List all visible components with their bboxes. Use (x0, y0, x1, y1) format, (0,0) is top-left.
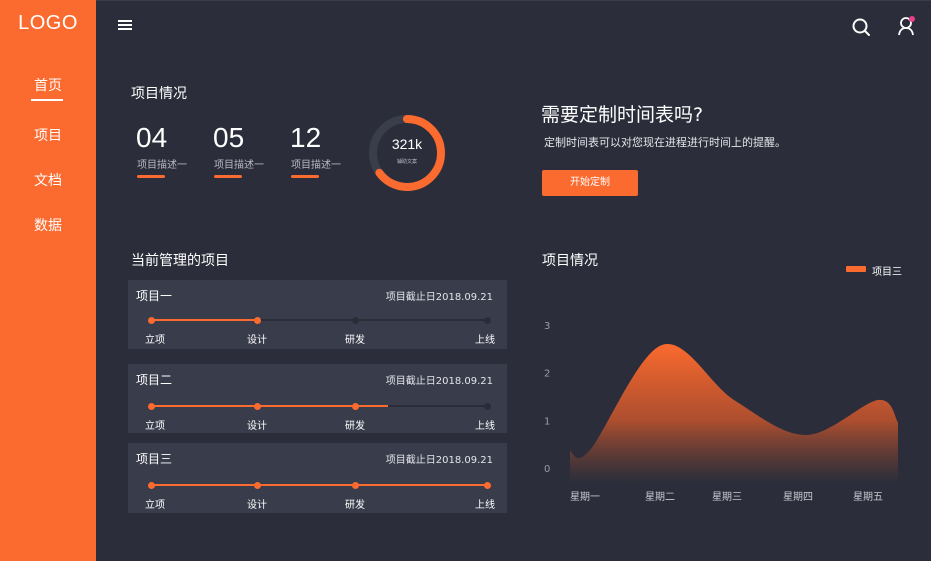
stage-dot (253, 316, 261, 324)
stat-value: 05 (213, 122, 245, 153)
stat-bar (291, 175, 319, 178)
progress-track (147, 316, 491, 324)
stage-label: 上线 (475, 421, 495, 432)
stat-desc: 项目描述一 (137, 160, 187, 171)
notification-dot-icon (909, 16, 915, 22)
project-card[interactable]: 项目一 项目截止日2018.09.21 立项 设计 研发 上线 (128, 280, 507, 349)
active-nav-indicator (31, 99, 63, 101)
project-card[interactable]: 项目二 项目截止日2018.09.21 立项 设计 研发 上线 (128, 364, 507, 433)
promo-desc: 定制时间表可以对您现在进程进行时间上的提醒。 (544, 136, 786, 149)
project-deadline: 项目截止日2018.09.21 (385, 455, 493, 466)
stage-dot (351, 402, 359, 410)
project-name: 项目二 (136, 373, 173, 387)
user-icon[interactable] (896, 15, 918, 37)
stage-dot (147, 316, 155, 324)
legend-swatch (846, 266, 866, 272)
stage-label: 上线 (475, 500, 495, 511)
project-deadline: 项目截止日2018.09.21 (385, 292, 493, 303)
area-series (570, 344, 898, 483)
stage-dot (147, 481, 155, 489)
stage-label: 设计 (247, 421, 267, 432)
stage-dot (351, 481, 359, 489)
donut-label: 辅助文案 (396, 159, 417, 165)
sidebar-item-home[interactable]: 首页 (34, 78, 62, 94)
stat-value: 12 (290, 122, 322, 153)
donut-chart (369, 115, 445, 191)
x-tick-label: 星期三 (712, 491, 742, 503)
stat-desc: 项目描述一 (214, 160, 264, 171)
stage-label: 立项 (145, 335, 165, 346)
projects-title: 当前管理的项目 (131, 253, 229, 269)
sidebar: LOGO 首页 项目 文档 数据 (0, 0, 96, 561)
stage-dot (351, 316, 359, 324)
y-tick-label: 0 (544, 464, 550, 475)
stage-label: 研发 (345, 421, 365, 432)
x-tick-label: 星期五 (853, 491, 883, 503)
promo-title: 需要定制时间表吗? (541, 104, 704, 126)
stage-dot (253, 402, 261, 410)
sidebar-item-projects[interactable]: 项目 (34, 128, 62, 144)
stage-dot (147, 402, 155, 410)
stat-desc: 项目描述一 (291, 160, 341, 171)
progress-fill (151, 319, 257, 321)
project-name: 项目三 (136, 452, 173, 466)
legend-label: 项目三 (872, 267, 902, 278)
donut-value: 321k (391, 136, 423, 152)
progress-track (147, 481, 491, 489)
project-deadline: 项目截止日2018.09.21 (385, 376, 493, 387)
sidebar-item-docs[interactable]: 文档 (34, 173, 62, 189)
y-tick-label: 1 (544, 416, 550, 427)
chart-title: 项目情况 (542, 253, 598, 269)
donut-arc (369, 115, 445, 191)
stat-bar (137, 175, 165, 178)
stage-label: 设计 (247, 500, 267, 511)
logo: LOGO (18, 12, 78, 34)
stage-label: 研发 (345, 335, 365, 346)
stage-dot (483, 481, 491, 489)
stage-label: 立项 (145, 500, 165, 511)
sidebar-item-data[interactable]: 数据 (34, 218, 62, 234)
stage-dot (483, 316, 491, 324)
search-icon[interactable] (851, 17, 871, 37)
stage-label: 研发 (345, 500, 365, 511)
project-name: 项目一 (136, 289, 173, 303)
hamburger-menu-icon[interactable] (118, 18, 134, 32)
overview-title: 项目情况 (131, 86, 187, 102)
stage-label: 设计 (247, 335, 267, 346)
x-tick-label: 星期二 (645, 491, 675, 503)
x-tick-label: 星期一 (570, 491, 600, 503)
stat-bar (214, 175, 242, 178)
x-tick-label: 星期四 (783, 491, 813, 503)
stat-value: 04 (136, 122, 168, 153)
stage-label: 立项 (145, 421, 165, 432)
project-card[interactable]: 项目三 项目截止日2018.09.21 立项 设计 研发 上线 (128, 443, 507, 513)
y-tick-label: 3 (544, 321, 550, 332)
progress-fill (151, 484, 487, 486)
progress-fill (151, 405, 388, 407)
start-customize-button[interactable]: 开始定制 (542, 170, 638, 196)
stage-label: 上线 (475, 335, 495, 346)
area-chart: 0 1 2 3 星期一 星期二 星期三 星期四 星期五 (544, 321, 898, 503)
y-tick-label: 2 (544, 369, 550, 380)
stage-dot (483, 402, 491, 410)
progress-track (147, 402, 491, 410)
stage-dot (253, 481, 261, 489)
